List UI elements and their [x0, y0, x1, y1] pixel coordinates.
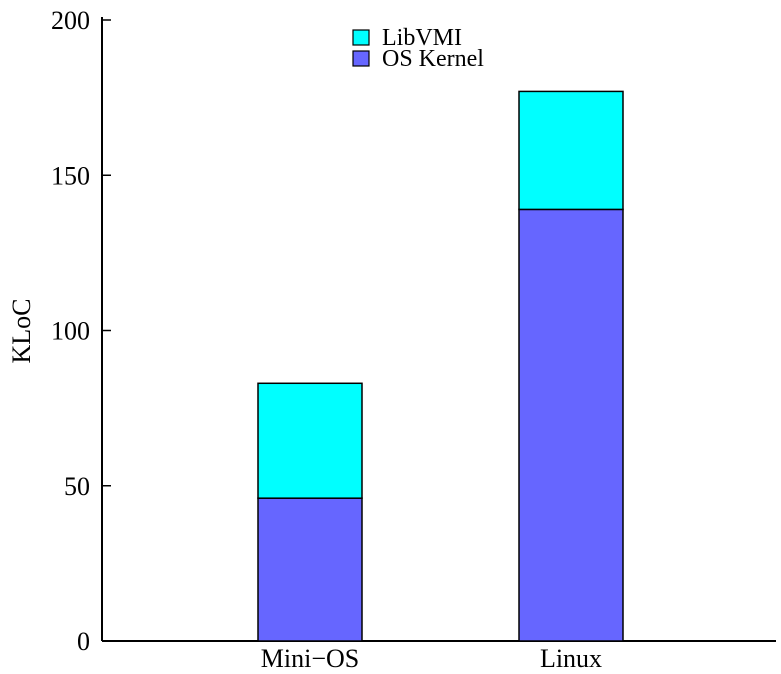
legend-label: OS Kernel [382, 46, 484, 72]
x-tick-label: Linux [540, 644, 602, 669]
y-tick-label: 100 [51, 317, 90, 346]
y-tick-label: 0 [77, 627, 90, 656]
y-axis-label: KLoC [7, 299, 36, 364]
legend-swatch [352, 29, 370, 46]
bar-segment-libvmi [518, 90, 624, 211]
legend-label: LibVMI [382, 25, 462, 51]
bars [257, 90, 624, 642]
x-tick-label: Mini−OS [261, 644, 359, 669]
y-tick-label: 50 [64, 472, 90, 501]
legend-swatch [352, 50, 370, 67]
bar-segment-os-kernel [518, 208, 624, 642]
y-tick-label: 200 [51, 6, 90, 35]
bar-segment-libvmi [257, 382, 363, 499]
axes: 0 50 100 150 200 Mini−OS Linux [51, 6, 776, 673]
y-tick-label: 150 [51, 161, 90, 190]
bar-segment-os-kernel [257, 497, 363, 642]
